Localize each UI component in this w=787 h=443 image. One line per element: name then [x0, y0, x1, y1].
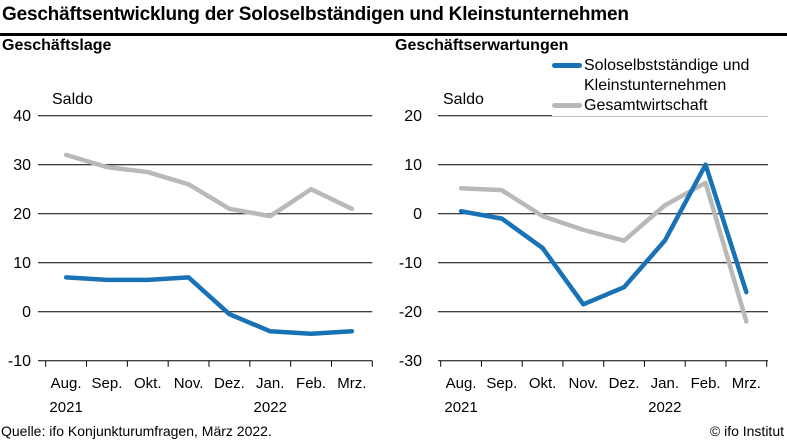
x-axis-month-label: Dez.	[609, 375, 640, 392]
axis-unit-label: Saldo	[443, 91, 484, 108]
x-axis-month-label: Feb.	[296, 375, 326, 392]
subtitle-geschaeftslage: Geschäftslage	[2, 37, 112, 54]
x-axis-year-label: 2022	[254, 399, 287, 416]
x-axis-month-label: Mrz.	[732, 375, 761, 392]
footer: Quelle: ifo Konjunkturumfragen, März 202…	[0, 423, 787, 441]
y-axis-tick-label: 20	[404, 108, 422, 125]
x-axis-month-label: Jan.	[651, 375, 679, 392]
legend-item-soloselbststaendige: Soloselbstständige und Kleinstunternehme…	[552, 56, 784, 96]
y-axis-tick-label: 40	[13, 108, 31, 125]
chart-geschaeftslage: 40 30 20 10 0 -10 Aug. Sep. Okt. Nov. Dez. Jan. Feb.…	[8, 91, 373, 416]
series-line-gesamt_gray	[458, 180, 749, 324]
x-axis-month-label: Okt.	[134, 375, 162, 392]
subtitle-geschaeftserwartungen: Geschäftserwartungen	[395, 37, 569, 54]
title-rule	[0, 33, 787, 36]
footer-copyright: © ifo Institut	[709, 423, 784, 439]
x-axis-month-label: Sep.	[486, 375, 517, 392]
x-axis-month-label: Dez.	[214, 375, 245, 392]
axis-unit-label: Saldo	[52, 91, 93, 108]
x-axis-month-label: Feb.	[691, 375, 721, 392]
x-axis-year-label: 2022	[648, 399, 681, 416]
legend: Soloselbstständige und Kleinstunternehme…	[552, 56, 784, 116]
legend-line-swatch-gray	[552, 103, 582, 108]
footer-source: Quelle: ifo Konjunkturumfragen, März 202…	[1, 423, 272, 439]
x-axis-month-label: Aug.	[51, 375, 82, 392]
x-axis-month-label: Sep.	[92, 375, 123, 392]
y-axis-tick-label: 0	[413, 206, 422, 223]
series-line-solo_blue	[458, 162, 749, 307]
y-axis-tick-label: 10	[13, 255, 31, 272]
x-axis-month-label: Nov.	[568, 375, 598, 392]
x-axis-year-label: 2021	[444, 399, 477, 416]
x-axis-year-label: 2021	[49, 399, 82, 416]
y-axis-tick-label: -30	[399, 353, 422, 370]
y-axis-tick-label: 20	[13, 206, 31, 223]
x-axis-month-label: Jan.	[256, 375, 284, 392]
y-axis-tick-label: -20	[399, 304, 422, 321]
x-axis-month-label: Nov.	[174, 375, 204, 392]
x-axis-month-label: Aug.	[446, 375, 477, 392]
legend-label: Gesamtwirtschaft	[584, 97, 708, 114]
x-axis-month-label: Okt.	[529, 375, 557, 392]
legend-line-swatch-blue	[552, 63, 582, 68]
series-line-solo_blue	[63, 275, 355, 336]
series-line-gesamt_gray	[63, 152, 355, 219]
chart-geschaeftserwartungen: 20 10 0 -10 -20 -30 Aug. Sep. Okt. Nov. Dez. Jan. Fe…	[399, 91, 768, 416]
y-axis-tick-label: 10	[404, 157, 422, 174]
y-axis-tick-label: 30	[13, 157, 31, 174]
y-axis-tick-label: 0	[22, 304, 31, 321]
x-axis-month-label: Mrz.	[337, 375, 366, 392]
y-axis-tick-label: -10	[8, 353, 31, 370]
y-axis-tick-label: -10	[399, 255, 422, 272]
page-title: Geschäftsentwicklung der Soloselbständig…	[2, 4, 629, 25]
legend-label: Soloselbstständige und Kleinstunternehme…	[584, 57, 750, 94]
legend-item-gesamtwirtschaft: Gesamtwirtschaft	[552, 96, 784, 116]
